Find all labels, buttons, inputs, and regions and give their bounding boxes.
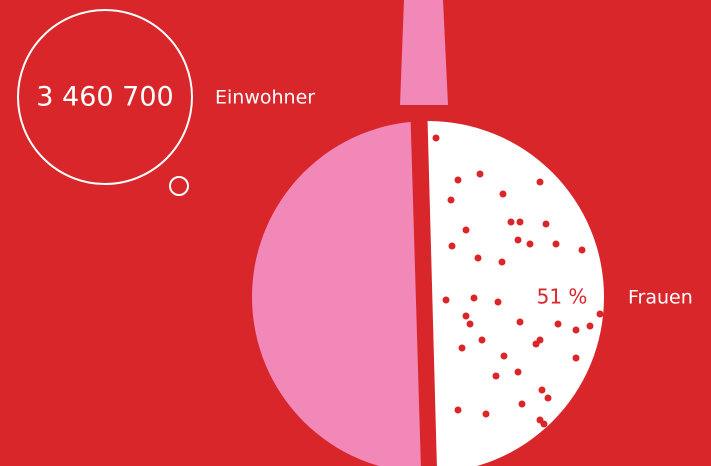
dot bbox=[476, 170, 484, 178]
dot bbox=[514, 236, 522, 244]
dot bbox=[499, 190, 507, 198]
dot bbox=[492, 372, 500, 380]
dot bbox=[478, 336, 486, 344]
dot bbox=[536, 178, 544, 186]
population-label: Einwohner bbox=[215, 87, 315, 109]
dot bbox=[447, 196, 455, 204]
dot bbox=[572, 354, 580, 362]
dot bbox=[500, 352, 508, 360]
dot bbox=[542, 220, 550, 228]
dot bbox=[540, 420, 548, 428]
dot bbox=[552, 240, 560, 248]
women-label: Frauen bbox=[628, 287, 693, 309]
dot bbox=[462, 226, 470, 234]
funnel bbox=[400, 0, 448, 105]
dot bbox=[596, 310, 604, 318]
dot bbox=[516, 318, 524, 326]
population-value: 3 460 700 bbox=[36, 82, 173, 113]
dot bbox=[544, 394, 552, 402]
dot bbox=[572, 326, 580, 334]
dot bbox=[516, 218, 524, 226]
dot bbox=[482, 410, 490, 418]
dot bbox=[498, 258, 506, 266]
dot bbox=[470, 294, 478, 302]
dot bbox=[578, 246, 586, 254]
dot bbox=[494, 298, 502, 306]
dot bbox=[448, 242, 456, 250]
thought-bubble-small bbox=[169, 176, 189, 196]
women-value: 51 % bbox=[537, 285, 588, 309]
dot bbox=[518, 400, 526, 408]
dot bbox=[454, 406, 462, 414]
dot bbox=[526, 240, 534, 248]
dot bbox=[462, 312, 470, 320]
dot bbox=[536, 336, 544, 344]
thought-bubble bbox=[17, 9, 193, 185]
dot bbox=[554, 320, 562, 328]
dot bbox=[432, 134, 440, 142]
dot bbox=[507, 218, 515, 226]
dot bbox=[454, 176, 462, 184]
dot bbox=[514, 368, 522, 376]
dot bbox=[466, 320, 474, 328]
dot bbox=[458, 344, 466, 352]
dot bbox=[586, 322, 594, 330]
dot bbox=[442, 296, 450, 304]
dots bbox=[432, 134, 604, 428]
dot bbox=[538, 386, 546, 394]
dot bbox=[474, 254, 482, 262]
